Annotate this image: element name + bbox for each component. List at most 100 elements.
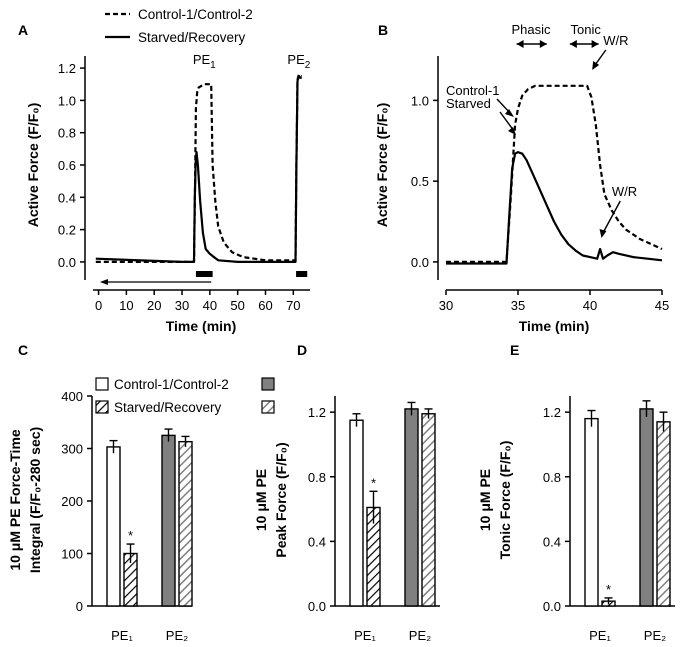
y-tick-label: 400 bbox=[61, 389, 83, 404]
category-label: PE₁ bbox=[111, 628, 133, 643]
y-tick-label: 0.0 bbox=[58, 255, 76, 270]
y-tick-label: 0.4 bbox=[543, 534, 561, 549]
y-axis-label-line-2: Peak Force (F/F₀) bbox=[273, 442, 289, 557]
bar-recovery bbox=[421, 413, 436, 607]
significance-marker: * bbox=[606, 582, 611, 597]
bar-control-1 bbox=[584, 417, 599, 607]
category-label: PE₂ bbox=[166, 628, 188, 643]
y-tick-label: 0.0 bbox=[543, 599, 561, 614]
y-axis-label: Active Force (F/F₀) bbox=[374, 103, 390, 228]
wr-arrow-top-head bbox=[592, 61, 600, 70]
y-tick-label: 200 bbox=[61, 494, 83, 509]
y-tick-label: 0 bbox=[76, 599, 83, 614]
x-tick-label: 10 bbox=[119, 298, 133, 313]
y-tick-label: 1.0 bbox=[58, 93, 76, 108]
category-label: PE₂ bbox=[644, 628, 666, 643]
x-tick-label: 0 bbox=[95, 298, 102, 313]
bar-recovery bbox=[656, 421, 671, 607]
x-axis-label: Time (min) bbox=[519, 318, 590, 334]
x-tick-label: 30 bbox=[439, 298, 453, 313]
starved-label: Starved bbox=[446, 96, 491, 111]
panel-letter: D bbox=[297, 342, 307, 358]
y-axis-label-line-2: Integral (F/F₀-280 sec) bbox=[27, 427, 43, 573]
bar-control-1 bbox=[106, 446, 121, 607]
significance-marker: * bbox=[128, 528, 133, 543]
starved-arrow bbox=[499, 111, 515, 132]
x-tick-label: 60 bbox=[258, 298, 272, 313]
x-tick-label: 30 bbox=[175, 298, 189, 313]
y-tick-label: 0.2 bbox=[58, 223, 76, 238]
y-tick-label: 0.4 bbox=[58, 190, 76, 205]
wr-arrow-bottom bbox=[602, 200, 621, 234]
category-label: PE₁ bbox=[354, 628, 376, 643]
y-tick-label: 0.6 bbox=[58, 158, 76, 173]
legend-starved-label-2: Starved/Recovery bbox=[114, 400, 222, 415]
legend-control-label: Control-1/Control-2 bbox=[138, 7, 253, 22]
stim-bar bbox=[296, 271, 308, 277]
legend-gray-hatch-swatch bbox=[261, 400, 275, 414]
top-legend: Control-1/Control-2 Starved/Recovery bbox=[105, 7, 253, 45]
legend-white-swatch bbox=[95, 377, 109, 391]
panel-letter: C bbox=[18, 342, 28, 358]
y-tick-label: 1.0 bbox=[411, 93, 429, 108]
control-1-arrow-head bbox=[505, 109, 514, 117]
x-axis-label: Time (min) bbox=[166, 318, 237, 334]
bar-control-1 bbox=[349, 419, 364, 607]
control-1-label: Control-1 bbox=[446, 83, 499, 98]
bar-control-2 bbox=[404, 408, 419, 607]
stim-bar bbox=[195, 271, 213, 277]
y-axis-label-line-1: 10 μM PE bbox=[253, 469, 269, 531]
y-tick-label: 1.2 bbox=[543, 405, 561, 420]
x-tick-label: 35 bbox=[511, 298, 525, 313]
y-tick-label: 0.8 bbox=[543, 470, 561, 485]
panel-e: E 0.0 0.4 0.8 1.2 10 μM PE Tonic Force (F/F₀) P… bbox=[477, 342, 675, 643]
y-tick-label: 0.8 bbox=[58, 126, 76, 141]
panel-c: C 0 100 200 300 400 10 μM PE Force-Time Integra… bbox=[7, 342, 193, 643]
y-tick-label: 0.0 bbox=[411, 255, 429, 270]
y-tick-label: 0.8 bbox=[308, 470, 326, 485]
x-tick-label: 40 bbox=[203, 298, 217, 313]
wr-label-top: W/R bbox=[603, 33, 628, 48]
phasic-arrow-head-left bbox=[516, 40, 524, 48]
panel-letter: B bbox=[378, 22, 388, 38]
legend-hatch-swatch bbox=[95, 400, 109, 414]
y-tick-label: 0.4 bbox=[308, 534, 326, 549]
wr-arrow-bottom-head bbox=[599, 229, 607, 238]
panel-a: A 0.0 0.2 0.4 0.6 0.8 1.0 1.2 0 10 20 30 40 50 60 70 Tim… bbox=[18, 22, 311, 334]
series-line-control-1 bbox=[446, 84, 663, 263]
x-tick-label: 45 bbox=[655, 298, 669, 313]
bar-control-2 bbox=[161, 434, 176, 607]
x-tick-label: 70 bbox=[286, 298, 300, 313]
y-tick-label: 1.2 bbox=[308, 405, 326, 420]
starved-arrow-head bbox=[508, 127, 516, 135]
y-axis-label-line-2: Tonic Force (F/F₀) bbox=[497, 441, 513, 560]
y-tick-label: 0.0 bbox=[308, 599, 326, 614]
panel-letter: A bbox=[18, 22, 28, 38]
category-label: PE₂ bbox=[409, 628, 431, 643]
y-axis-label-line-1: 10 μM PE Force-Time bbox=[7, 429, 23, 571]
wr-label-bottom: W/R bbox=[612, 184, 637, 199]
pe-label: PE1 bbox=[193, 52, 216, 71]
tonic-arrow-head-left bbox=[569, 40, 577, 48]
bottom-legend: Control-1/Control-2 Starved/Recovery bbox=[95, 377, 275, 415]
bar-recovery bbox=[178, 440, 193, 607]
category-label: PE₁ bbox=[589, 628, 611, 643]
panel-b: B 0.0 0.5 1.0 30 35 40 45 Time (min) Active Force… bbox=[374, 22, 669, 334]
panel-d: D 0.0 0.4 0.8 1.2 10 μM PE Peak Force (F/F₀) PE… bbox=[253, 342, 440, 643]
series-line-starved-recovery bbox=[95, 75, 302, 263]
y-tick-label: 300 bbox=[61, 442, 83, 457]
pe-label: PE2 bbox=[287, 52, 310, 71]
panel-letter: E bbox=[510, 342, 519, 358]
x-tick-label: 40 bbox=[583, 298, 597, 313]
tonic-arrow-head-right bbox=[591, 40, 599, 48]
legend-control-label-2: Control-1/Control-2 bbox=[114, 377, 229, 392]
tonic-label: Tonic bbox=[571, 22, 602, 37]
y-tick-label: 1.2 bbox=[58, 61, 76, 76]
y-tick-label: 100 bbox=[61, 547, 83, 562]
series-line-starved bbox=[446, 151, 663, 265]
significance-marker: * bbox=[371, 475, 376, 490]
legend-gray-swatch bbox=[261, 377, 275, 391]
y-axis-label-line-1: 10 μM PE bbox=[477, 469, 493, 531]
x-tick-label: 50 bbox=[230, 298, 244, 313]
